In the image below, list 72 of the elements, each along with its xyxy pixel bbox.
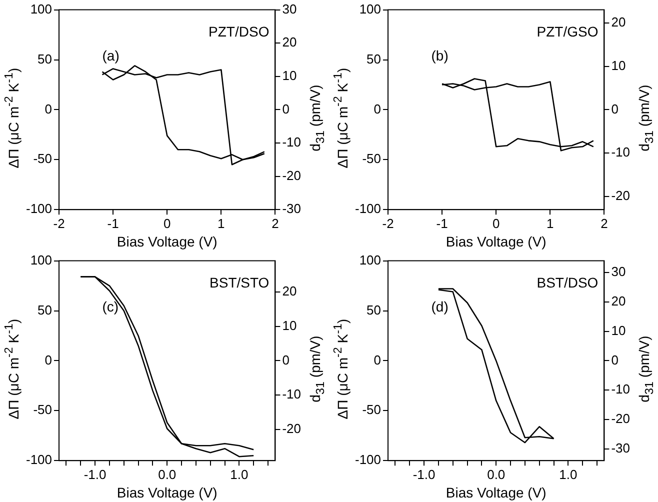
x-tick-label: -2 xyxy=(382,216,394,231)
y-tick-label: -100 xyxy=(354,201,382,216)
y-tick-label: -100 xyxy=(26,201,52,216)
y2-tick-label: 30 xyxy=(282,1,297,16)
annotation: (a) xyxy=(102,48,120,64)
y2-tick-label: 30 xyxy=(611,264,626,280)
y2-tick-label: 10 xyxy=(611,58,626,73)
x-tick-label: -1 xyxy=(436,216,448,231)
x-tick-label: 1.0 xyxy=(559,466,578,482)
x-tick-label: 1 xyxy=(218,216,225,231)
annotation: (d) xyxy=(431,298,448,315)
y-tick-label: -100 xyxy=(26,452,52,468)
y-tick-label: 100 xyxy=(359,252,382,268)
y-tick-label: 100 xyxy=(30,1,52,16)
y-tick-label: 50 xyxy=(366,302,382,318)
y-tick-label: -50 xyxy=(33,402,52,418)
y-tick-label: 0 xyxy=(374,352,382,368)
y2-tick-label: -20 xyxy=(282,421,302,436)
annotation: PZT/GSO xyxy=(536,24,598,40)
y2-tick-label: 20 xyxy=(611,14,626,30)
y-tick-label: -50 xyxy=(362,151,382,166)
y-tick-label: 0 xyxy=(44,101,52,116)
annotation: BST/DSO xyxy=(536,274,598,291)
y2-tick-label: 0 xyxy=(282,352,290,368)
y2-tick-label: 0 xyxy=(611,352,618,368)
x-tick-label: 0 xyxy=(492,216,500,231)
y2-tick-label: 20 xyxy=(282,34,297,50)
y2-tick-label: 10 xyxy=(611,322,626,338)
y2-tick-label: -10 xyxy=(282,386,302,402)
x-axis-title: Bias Voltage (V) xyxy=(446,233,546,250)
x-tick-label: -1.0 xyxy=(84,466,106,482)
y-tick-label: 50 xyxy=(38,51,52,66)
annotation: (c) xyxy=(102,298,119,315)
x-tick-label: -1 xyxy=(107,216,119,231)
y2-tick-label: -30 xyxy=(282,201,302,216)
annotation: PZT/DSO xyxy=(208,24,270,40)
y-tick-label: 50 xyxy=(38,302,52,318)
x-tick-label: -1.0 xyxy=(412,466,436,482)
y2-tick-label: 10 xyxy=(282,68,297,83)
annotation: (b) xyxy=(431,48,448,64)
y2-tick-label: 10 xyxy=(282,318,297,333)
y2-tick-label: -30 xyxy=(611,440,630,456)
x-tick-label: 0.0 xyxy=(158,466,176,482)
y-tick-label: 0 xyxy=(44,352,52,368)
y-tick-label: 100 xyxy=(359,1,382,16)
y-tick-label: -50 xyxy=(362,402,382,418)
y2-tick-label: -10 xyxy=(611,382,630,397)
annotation: BST/STO xyxy=(210,274,270,291)
x-tick-label: 1.0 xyxy=(230,466,248,482)
y2-tick-label: -20 xyxy=(611,188,630,204)
y-tick-label: 50 xyxy=(366,51,382,66)
y2-tick-label: 20 xyxy=(611,294,626,309)
x-axis-title: Bias Voltage (V) xyxy=(116,484,218,500)
y2-tick-label: -20 xyxy=(611,411,630,426)
y2-tick-label: -20 xyxy=(282,168,302,183)
y-tick-label: 0 xyxy=(374,101,382,116)
y-tick-label: 100 xyxy=(30,252,52,268)
y-tick-label: -50 xyxy=(33,151,52,166)
y2-tick-label: -10 xyxy=(611,144,630,160)
x-tick-label: -2 xyxy=(53,216,65,231)
x-axis-title: Bias Voltage (V) xyxy=(116,233,218,250)
x-tick-label: 0.0 xyxy=(487,466,506,482)
y2-tick-label: 0 xyxy=(611,101,618,116)
y2-tick-label: 0 xyxy=(282,101,290,116)
y2-tick-label: 20 xyxy=(282,283,297,298)
x-tick-label: 0 xyxy=(164,216,171,231)
x-tick-label: 2 xyxy=(272,216,279,231)
y2-tick-label: -10 xyxy=(282,134,302,150)
x-tick-label: 1 xyxy=(546,216,554,231)
x-axis-title: Bias Voltage (V) xyxy=(446,484,546,500)
y-tick-label: -100 xyxy=(354,452,382,468)
x-tick-label: 2 xyxy=(600,216,608,231)
